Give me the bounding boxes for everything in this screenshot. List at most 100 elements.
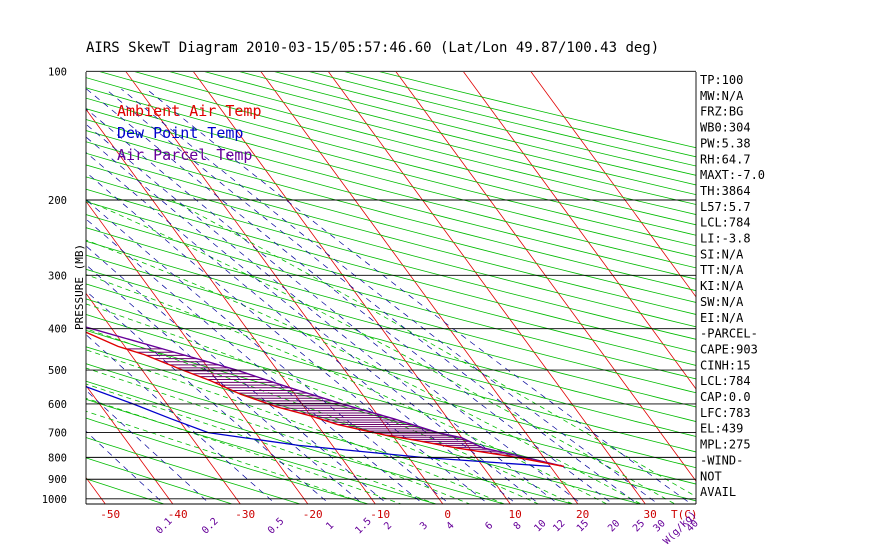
dry-adiabat-line — [86, 398, 438, 504]
dry-adiabat-line — [86, 227, 696, 394]
isotherm-line — [193, 72, 511, 504]
legend-dew-point: Dew Point Temp — [117, 124, 243, 142]
dry-adiabat-line — [86, 363, 574, 504]
mixing-ratio-line — [86, 171, 489, 504]
mixing-ratio-tick-label: 10 — [532, 518, 548, 534]
isotherm-line — [86, 476, 106, 504]
moist-adiabat-line — [86, 397, 403, 504]
dry-adiabat-line — [86, 141, 696, 303]
index-entry: -PARCEL- — [700, 327, 758, 341]
index-entry: EL:439 — [700, 422, 743, 436]
temp-unit-label: T(C) — [671, 508, 698, 521]
bottom-temp-tick-label: -30 — [235, 508, 255, 521]
mixing-ratio-tick-label: 12 — [551, 518, 567, 534]
bottom-temp-tick-label: 30 — [644, 508, 657, 521]
index-entry: SI:N/A — [700, 247, 744, 261]
mixing-ratio-line — [86, 108, 583, 504]
ambient-temp-line — [86, 331, 564, 468]
isotherm-line — [86, 384, 174, 504]
moist-adiabat-line — [86, 274, 608, 504]
dry-adiabat-line — [86, 283, 696, 453]
bottom-temp-tick-label: 20 — [576, 508, 589, 521]
moist-adiabat-line — [86, 239, 642, 504]
mixing-ratio-tick-label: 0.2 — [200, 516, 221, 537]
index-entry: FRZ:BG — [700, 105, 743, 119]
index-entry: WB0:304 — [700, 121, 751, 135]
isotherm-line — [328, 72, 646, 504]
index-entry: TH:3864 — [700, 184, 751, 198]
isotherm-line — [260, 72, 579, 504]
moist-adiabat-line — [86, 199, 676, 504]
moist-adiabat-line — [86, 410, 369, 504]
index-entry: TT:N/A — [700, 263, 744, 277]
mixing-ratio-line — [86, 151, 518, 504]
isotherm-line — [530, 72, 696, 298]
dry-adiabat-line — [86, 457, 234, 504]
dry-adiabat-line — [86, 119, 696, 280]
sounding-profiles — [86, 326, 564, 468]
index-entry: CAP:0.0 — [700, 390, 751, 404]
mixing-ratio-line — [86, 199, 451, 504]
dry-adiabat-line — [86, 417, 370, 504]
index-entry: NOT — [700, 469, 722, 483]
dry-adiabat-line — [86, 437, 302, 504]
chart-title: AIRS SkewT Diagram 2010-03-15/05:57:46.6… — [86, 40, 659, 56]
dry-adiabat-line — [204, 72, 696, 196]
dry-adiabat-line — [309, 72, 696, 167]
y-axis-label: PRESSURE (MB) — [73, 244, 86, 330]
moist-adiabat-line — [171, 199, 696, 497]
pressure-tick-label: 600 — [48, 399, 67, 411]
pressure-tick-label: 300 — [48, 270, 67, 282]
dry-adiabat-line — [86, 240, 696, 408]
dry-adiabat-line — [86, 164, 696, 328]
mixing-ratio-tick-label: 1 — [324, 520, 336, 532]
mixing-ratio-tick-label: 0.5 — [266, 516, 287, 537]
legend: Ambient Air Temp Dew Point Temp Air Parc… — [117, 102, 262, 164]
index-entry: SW:N/A — [700, 295, 744, 309]
dry-adiabat-line — [379, 72, 696, 149]
mixing-ratio-tick-label: 8 — [512, 520, 524, 532]
index-entry: MPL:275 — [700, 438, 751, 452]
index-entry: KI:N/A — [700, 279, 744, 293]
dry-adiabat-line — [86, 188, 696, 353]
axes: 1002003004005006007008009001000-120-110-… — [42, 66, 701, 547]
dry-adiabat-line — [86, 346, 642, 504]
mixing-ratio-line — [86, 218, 424, 504]
bottom-temp-tick-label: -40 — [168, 508, 188, 521]
mixing-ratio-tick-label: 3 — [418, 520, 430, 532]
mixing-ratio-line — [146, 88, 692, 504]
index-entry: LFC:783 — [700, 406, 751, 420]
pressure-tick-label: 500 — [48, 365, 67, 377]
bottom-temp-tick-label: 0 — [444, 508, 451, 521]
mixing-ratio-tick-label: 2 — [382, 520, 394, 532]
index-entry: RH:64.7 — [700, 152, 751, 166]
pressure-tick-label: 800 — [48, 452, 67, 464]
dry-adiabat-line — [86, 152, 696, 315]
dry-adiabat-line — [134, 72, 696, 215]
bottom-temp-tick-label: -20 — [303, 508, 323, 521]
dry-adiabat-line — [86, 268, 696, 437]
index-entry: LCL:784 — [700, 374, 751, 388]
index-entry: CINH:15 — [700, 358, 751, 372]
mixing-ratio-line — [86, 389, 211, 504]
index-entry: LI:-3.8 — [700, 232, 751, 246]
index-entry: TP:100 — [700, 73, 743, 87]
mixing-ratio-tick-label: 4 — [445, 520, 457, 532]
index-entry: L57:5.7 — [700, 200, 751, 214]
index-entry: PW:5.38 — [700, 136, 751, 150]
pressure-tick-label: 200 — [48, 195, 67, 207]
isotherm-line — [395, 72, 696, 482]
pressure-tick-label: 400 — [48, 324, 67, 336]
isotherm-line — [463, 72, 696, 390]
dry-adiabat-line — [86, 176, 696, 340]
pressure-tick-label: 700 — [48, 428, 67, 440]
legend-parcel-temp: Air Parcel Temp — [117, 146, 252, 164]
bottom-temp-tick-label: -10 — [370, 508, 390, 521]
dry-adiabat-line — [344, 72, 696, 158]
mixing-ratio-tick-label: 20 — [606, 518, 622, 534]
mixing-ratio-line — [86, 430, 165, 504]
bottom-temp-tick-label: 10 — [509, 508, 522, 521]
mixing-ratio-line — [86, 123, 559, 504]
